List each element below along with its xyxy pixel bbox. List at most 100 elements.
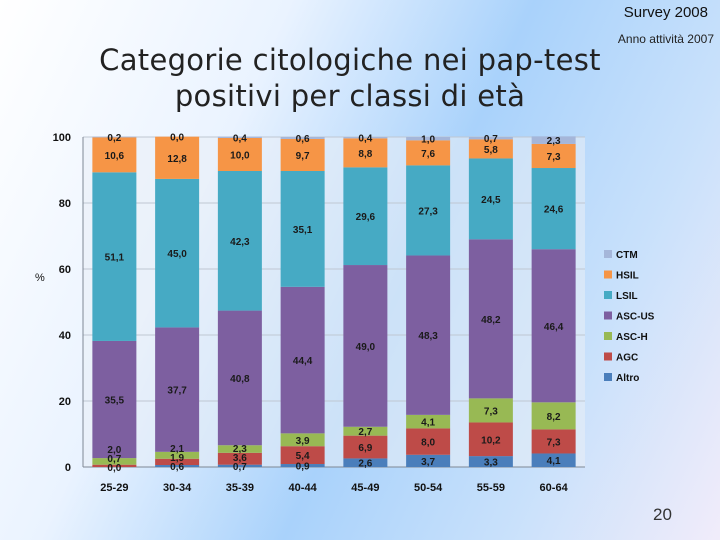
bar-segment-ctm	[531, 136, 576, 144]
y-tick-label: 80	[59, 198, 71, 210]
data-label: 29,6	[356, 212, 376, 223]
bar-segment-asc-us	[406, 255, 451, 415]
bar-segment-hsil	[92, 137, 137, 173]
data-label: 49,0	[356, 342, 376, 353]
legend-swatch	[604, 291, 612, 299]
bar-segment-agc	[280, 446, 325, 465]
bar-segment-hsil	[155, 136, 200, 179]
data-label: 4,1	[547, 456, 561, 467]
bar-segment-hsil	[406, 140, 451, 166]
bar-segment-agc	[343, 435, 388, 459]
bar-segment-lsil	[406, 165, 451, 256]
legend-swatch	[604, 373, 612, 381]
y-tick-label: 100	[53, 132, 71, 144]
bar-segment-altro	[155, 465, 200, 467]
bar-segment-altro	[531, 453, 576, 467]
data-label: 0,2	[107, 133, 121, 144]
legend-swatch	[604, 250, 612, 258]
y-tick-label: 60	[59, 264, 71, 276]
data-label: 51,1	[105, 253, 125, 264]
bar-segment-agc	[155, 458, 200, 466]
data-label: 44,4	[293, 356, 313, 367]
y-axis-label: %	[35, 272, 45, 284]
title-line-1: Categorie citologiche nei pap-test	[99, 43, 601, 77]
bar-segment-asc-h	[155, 451, 200, 459]
bar-segment-ctm	[280, 137, 325, 139]
data-label: 24,5	[481, 195, 501, 206]
subtitle-label: Anno attività 2007	[617, 32, 714, 46]
bar-segment-agc	[92, 464, 137, 467]
data-label: 24,6	[544, 205, 564, 216]
bar-segment-lsil	[155, 178, 200, 328]
bar-segment-asc-us	[468, 239, 513, 399]
data-label: 1,0	[421, 135, 435, 146]
legend-label: HSIL	[616, 271, 639, 282]
data-label: 2,1	[170, 444, 184, 455]
data-label: 1,9	[170, 453, 184, 464]
legend-label: ASC-US	[616, 312, 655, 323]
bar-segment-asc-us	[155, 327, 200, 452]
bar-segment-asc-us	[343, 265, 388, 427]
bar-segment-lsil	[531, 168, 576, 250]
data-label: 7,3	[547, 152, 561, 163]
bar-segment-lsil	[217, 170, 262, 311]
data-label: 2,3	[547, 136, 561, 147]
x-tick-label: 30-34	[163, 482, 192, 494]
bar-segment-hsil	[343, 138, 388, 168]
bar-segment-ctm	[343, 137, 388, 139]
title-line-2: positivi per classi di età	[174, 79, 526, 113]
page-number: 20	[653, 505, 672, 524]
data-label: 0,6	[170, 462, 184, 473]
x-tick-label: 60-64	[540, 482, 569, 494]
data-label: 5,4	[296, 451, 310, 462]
data-label: 35,1	[293, 225, 313, 236]
data-label: 37,7	[167, 386, 187, 397]
data-label: 0,7	[233, 462, 247, 473]
y-tick-label: 40	[59, 330, 71, 342]
legend-swatch	[604, 352, 612, 361]
bar-segment-ctm	[217, 136, 262, 138]
y-tick-label: 20	[59, 396, 71, 408]
data-label: 7,3	[547, 437, 561, 448]
legend-swatch	[604, 311, 612, 320]
data-label: 4,1	[421, 418, 435, 429]
data-label: 3,9	[296, 436, 310, 447]
data-label: 2,7	[358, 427, 372, 438]
data-label: 2,3	[233, 444, 247, 455]
bar-segment-asc-h	[343, 426, 388, 436]
data-label: 7,3	[484, 406, 498, 417]
bar-segment-lsil	[468, 158, 513, 240]
data-label: 0,9	[296, 462, 310, 473]
data-label: 0,6	[296, 134, 310, 145]
legend-swatch	[604, 270, 612, 279]
data-label: 6,9	[358, 443, 372, 454]
data-label: 12,8	[167, 154, 187, 165]
bar-segment-asc-h	[92, 458, 137, 465]
data-label: 2,0	[107, 445, 121, 456]
bar-segment-agc	[468, 422, 513, 457]
data-label: 5,8	[484, 145, 498, 156]
data-label: 46,4	[544, 322, 564, 333]
legend-label: Altro	[616, 373, 639, 384]
bar-segment-ctm	[406, 137, 451, 141]
data-label: 45,0	[167, 249, 187, 260]
bar-segment-agc	[531, 429, 576, 454]
data-label: 27,3	[418, 206, 438, 217]
bar-segment-hsil	[468, 139, 513, 159]
x-tick-label: 25-29	[100, 482, 128, 494]
data-label: 0,7	[107, 454, 121, 465]
data-label: 8,0	[421, 438, 435, 449]
bar-segment-lsil	[92, 172, 137, 341]
bar-segment-agc	[217, 452, 262, 465]
survey-label: Survey 2008	[623, 4, 708, 21]
legend-swatch	[604, 332, 612, 340]
data-label: 8,8	[358, 149, 372, 160]
data-label: 10,6	[105, 151, 125, 162]
bar-segment-ctm	[468, 137, 513, 140]
data-label: 7,6	[421, 149, 435, 160]
bar-segment-asc-h	[217, 445, 262, 453]
data-label: 0,4	[233, 133, 247, 144]
data-label: 10,0	[230, 150, 250, 161]
data-label: 0,7	[484, 134, 498, 145]
